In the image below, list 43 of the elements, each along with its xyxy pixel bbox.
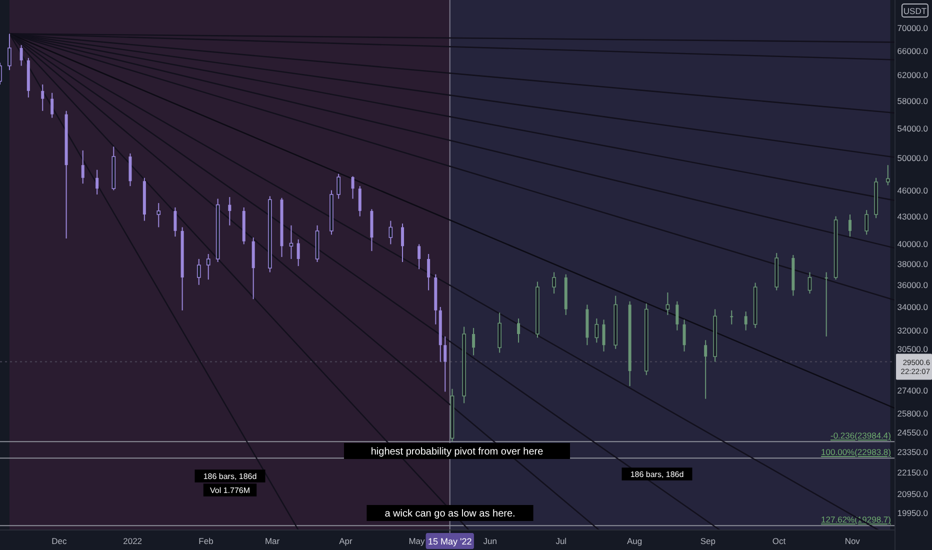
y-tick-label: 54000.0 (897, 123, 928, 134)
y-tick-label: 36000.0 (897, 280, 928, 290)
y-tick-label: 40000.0 (897, 239, 928, 250)
y-tick-label: 32000.0 (897, 325, 928, 336)
x-tick-label: Jun (483, 536, 498, 546)
y-tick-label: 50000.0 (897, 153, 928, 164)
y-tick-label: 66000.0 (897, 46, 928, 56)
x-tick-label: Jul (556, 536, 567, 546)
y-tick-label: 34000.0 (897, 302, 928, 312)
y-tick-label: 24550.0 (897, 428, 928, 438)
annotation: 186 bars, 186d (203, 472, 257, 481)
y-tick-label: 62000.0 (897, 70, 928, 80)
x-tick-label: Sep (700, 536, 716, 546)
y-tick-label: 58000.0 (897, 96, 928, 106)
y-tick-label: 43000.0 (897, 211, 928, 222)
y-tick-label: 46000.0 (897, 185, 928, 196)
y-tick-label: 22150.0 (897, 467, 928, 478)
y-tick-label: 38000.0 (897, 259, 928, 270)
y-tick-label: 70000.0 (897, 23, 928, 34)
annotation: a wick can go as low as here. (384, 508, 516, 520)
annotation: Vol 1.776M (210, 486, 250, 495)
x-tick-label: Apr (339, 536, 352, 546)
y-tick-label: 23350.0 (897, 447, 928, 458)
y-axis-title: USDT (903, 6, 927, 16)
y-tick-label: 27400.0 (897, 385, 928, 396)
x-tick-label: Nov (844, 536, 861, 546)
ref-line-label: -0.236(23984.4) (830, 430, 892, 441)
x-tick-label: Mar (264, 536, 280, 546)
ref-line-label: 127.62%(19298.7) (821, 514, 892, 525)
y-tick-label: 19950.0 (897, 508, 928, 518)
x-tick-label: Aug (626, 536, 642, 546)
y-tick-label: 25800.0 (897, 408, 928, 419)
ref-line-label: 100.00%(22983.8) (821, 447, 892, 458)
y-tick-label: 30500.0 (897, 344, 928, 354)
annotation: highest probability pivot from over here (370, 446, 544, 458)
x-tick-label: May (408, 536, 426, 546)
ref-line-label: 15 May '22 (428, 536, 472, 546)
x-tick-label: Oct (772, 536, 786, 546)
y-tick-label: 20950.0 (897, 488, 928, 499)
annotation: 186 bars, 186d (630, 470, 684, 479)
x-tick-label: Dec (52, 536, 68, 546)
x-tick-label: 2022 (123, 536, 142, 546)
x-tick-label: Feb (198, 536, 214, 546)
